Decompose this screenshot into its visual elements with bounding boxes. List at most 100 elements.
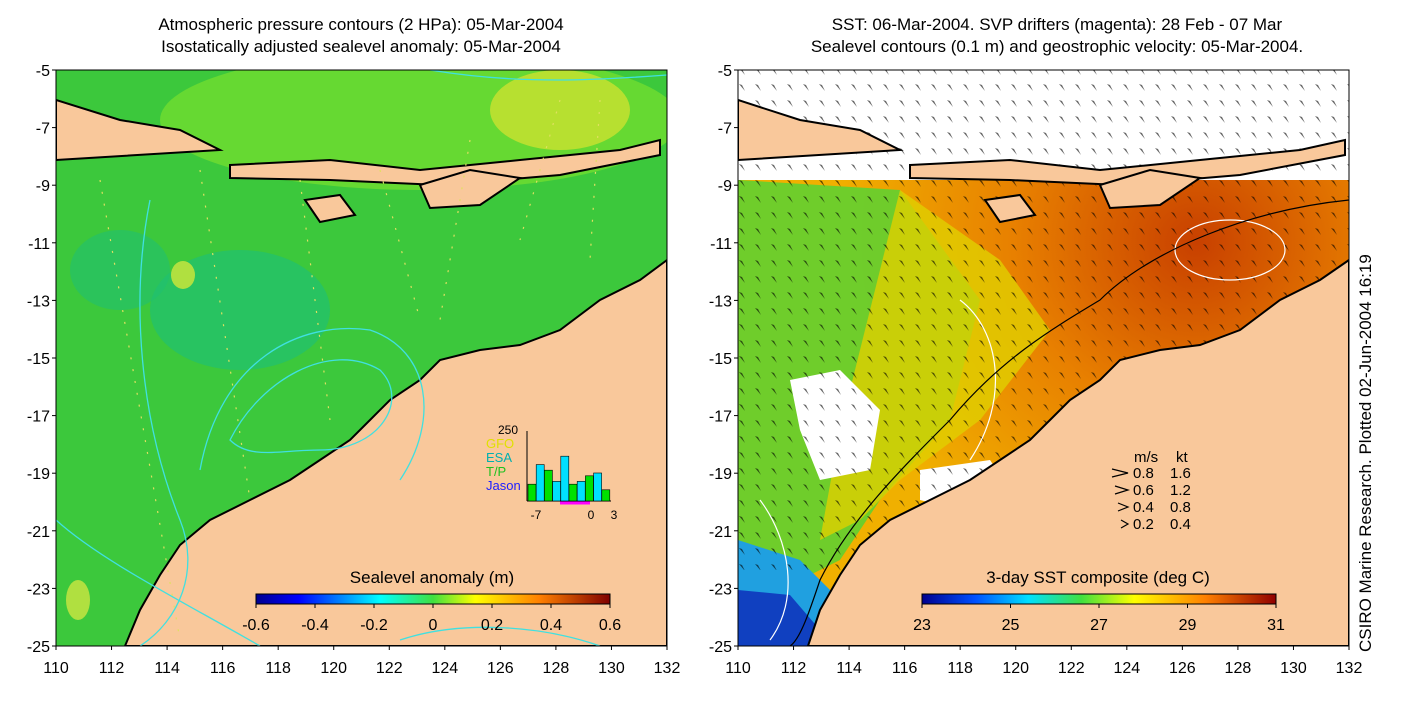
left-island-sumba [303, 193, 357, 224]
inset-bar [544, 469, 553, 502]
speed-legend-ms: 0.8 [1133, 465, 1154, 482]
y-tick-label: -11 [28, 236, 50, 253]
left-island-java [56, 98, 224, 162]
x-tick-label: 112 [781, 660, 807, 677]
speed-legend-arrow [1120, 519, 1130, 529]
x-tick-label: 114 [836, 660, 862, 677]
y-tick-label: -5 [36, 63, 50, 80]
right-sealevel-contour-2 [959, 299, 997, 461]
speed-legend-arrow [1117, 502, 1130, 512]
x-tick-label: 122 [1058, 660, 1085, 677]
y-tick-label: -7 [718, 121, 732, 138]
speed-legend-ms-header: m/s [1134, 449, 1158, 466]
colorbar-tick-label: 27 [1090, 617, 1108, 634]
inset-bar [535, 464, 545, 502]
right-colorbar-ticks: 23 25 27 29 31 [913, 604, 1285, 634]
left-australia-land [123, 258, 667, 646]
y-tick-label: -5 [718, 63, 732, 80]
x-tick-label: 130 [1280, 660, 1307, 677]
speed-legend-arrow [1111, 468, 1129, 478]
left-pressure-contour-3 [139, 199, 189, 646]
speed-legend-ms: 0.2 [1133, 516, 1154, 533]
right-island-java [738, 98, 904, 162]
inset-bar [593, 472, 602, 502]
right-title-line2: Sealevel contours (0.1 m) and geostrophi… [810, 37, 1304, 56]
left-altimeter-tracks [99, 99, 601, 641]
x-tick-label: 126 [1169, 660, 1196, 677]
left-x-axis: 110 112 114 116 118 120 122 124 126 128 130 132 [43, 646, 680, 677]
left-anomaly-low1 [150, 250, 330, 370]
y-tick-label: -17 [709, 409, 732, 426]
x-tick-label: 118 [947, 660, 973, 677]
left-colorbar [255, 593, 611, 605]
colorbar-tick-label: 23 [913, 617, 931, 634]
speed-legend: m/s kt 0.8 1.60.6 1.20.4 0.80.2 0.4 [1111, 449, 1191, 533]
right-x-axis: 110 112 114 116 118 120 122 124 126 128 130 132 [725, 646, 1362, 677]
speed-legend-rows: 0.8 1.60.6 1.20.4 0.80.2 0.4 [1111, 465, 1191, 533]
right-sealevel-contour-1 [1174, 219, 1286, 281]
right-map-title: SST: 06-Mar-2004. SVP drifters (magenta)… [712, 14, 1402, 58]
x-tick-label: 128 [543, 660, 570, 677]
right-island-sumba [983, 193, 1037, 224]
x-tick-label: 128 [1225, 660, 1252, 677]
y-tick-label: -9 [718, 178, 732, 195]
y-tick-label: -13 [27, 293, 50, 310]
inset-x-tick-label: 0 [588, 508, 595, 522]
y-tick-label: -19 [709, 466, 732, 483]
credit-text: CSIRO Marine Research. Plotted 02-Jun-20… [1356, 254, 1375, 652]
y-tick-label: -11 [710, 236, 732, 253]
y-tick-label: -23 [27, 581, 50, 598]
right-colorbar-label: 3-day SST composite (deg C) [986, 568, 1210, 587]
right-island-timor [1098, 168, 1203, 210]
inset-bar [585, 475, 594, 502]
inset-bar [552, 481, 561, 502]
inset-bar [560, 455, 570, 502]
x-tick-label: 110 [43, 660, 69, 677]
x-tick-label: 112 [99, 660, 125, 677]
speed-legend-ms: 0.4 [1133, 499, 1154, 516]
left-y-axis: -5 -7 -9 -11 -13 -15 -17 -19 -21 -23 -25 [27, 63, 56, 656]
speed-legend-kt: 1.2 [1170, 482, 1191, 499]
colorbar-tick-label: -0.4 [301, 617, 329, 634]
colorbar-tick-label: -0.6 [242, 617, 270, 634]
left-pressure-contour-1 [229, 359, 393, 454]
inset-bar [601, 489, 611, 502]
x-tick-label: 122 [376, 660, 403, 677]
right-title-line1: SST: 06-Mar-2004. SVP drifters (magenta)… [831, 15, 1283, 34]
inset-legend-entry: ESA [486, 450, 512, 465]
x-tick-label: 110 [725, 660, 751, 677]
x-tick-label: 124 [431, 660, 458, 677]
left-anomaly-low2 [70, 230, 170, 310]
left-colorbar-label: Sealevel anomaly (m) [350, 568, 514, 587]
y-tick-label: -13 [709, 293, 732, 310]
inset-bar [527, 483, 537, 502]
left-pressure-contour-6 [399, 626, 601, 646]
y-tick-label: -15 [27, 351, 50, 368]
left-title-line1: Atmospheric pressure contours (2 HPa): 0… [158, 15, 564, 34]
x-tick-label: 120 [320, 660, 347, 677]
left-anomaly-high [490, 70, 630, 150]
y-tick-label: -23 [709, 581, 732, 598]
left-pressure-contour-4 [56, 519, 261, 646]
speed-legend-kt-header: kt [1176, 449, 1189, 466]
speed-legend-kt: 1.6 [1170, 465, 1191, 482]
inset-y-max-label: 250 [498, 423, 518, 437]
y-tick-label: -19 [27, 466, 50, 483]
left-island-timor [418, 168, 523, 210]
colorbar-tick-label: 29 [1179, 617, 1197, 634]
right-sealevel-contour-3 [759, 499, 789, 641]
inset-x-tick-label: 3 [611, 508, 618, 522]
colorbar-tick-label: 31 [1267, 617, 1285, 634]
speed-legend-arrow [1114, 485, 1131, 495]
left-anomaly-spot2 [66, 580, 90, 620]
colorbar-tick-label: 25 [1002, 617, 1020, 634]
colorbar-tick-label: 0.4 [540, 617, 562, 634]
colorbar-tick-label: 0.2 [481, 617, 503, 634]
inset-bar [568, 483, 578, 502]
y-tick-label: -17 [27, 409, 50, 426]
inset-bars [527, 455, 611, 502]
right-y-axis: -5 -7 -9 -11 -13 -15 -17 -19 -21 -23 -25 [709, 63, 738, 656]
y-tick-label: -15 [709, 351, 732, 368]
